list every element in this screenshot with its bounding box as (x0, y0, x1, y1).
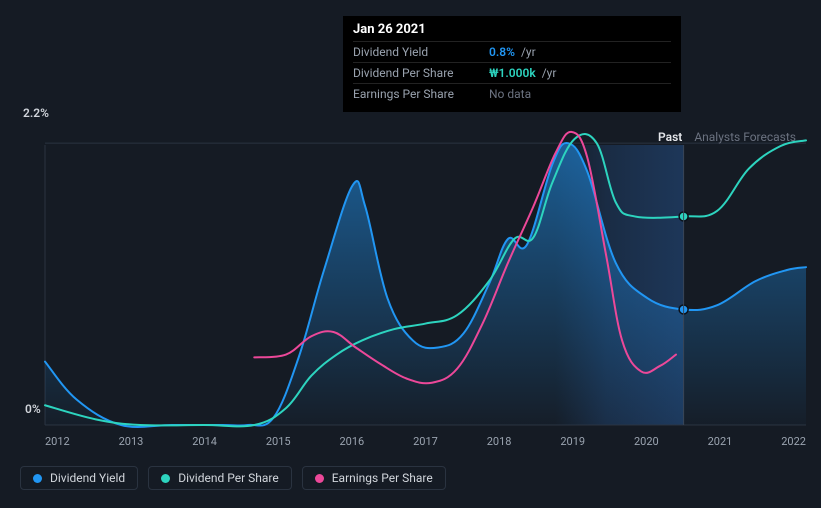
x-axis-tick: 2018 (487, 435, 512, 448)
tooltip-date: Jan 26 2021 (353, 22, 671, 41)
past-label: Past (658, 130, 682, 144)
legend-dot-icon (33, 474, 42, 483)
legend-item[interactable]: Dividend Yield (20, 466, 138, 490)
tooltip-metric-value: 0.8% (489, 45, 515, 59)
legend-item[interactable]: Dividend Per Share (148, 466, 292, 490)
x-axis-tick: 2019 (560, 435, 585, 448)
legend-label: Dividend Per Share (178, 471, 279, 485)
legend-label: Dividend Yield (50, 471, 125, 485)
forecast-label: Analysts Forecasts (694, 130, 796, 144)
x-axis-tick: 2012 (45, 435, 70, 448)
tooltip-metric-unit: /yr (521, 45, 536, 59)
chart-tooltip: Jan 26 2021 Dividend Yield0.8%/yrDividen… (343, 16, 681, 112)
tooltip-row: Earnings Per Share No data (353, 83, 671, 104)
tooltip-row: Dividend Yield 0.8% /yr (353, 41, 671, 62)
x-axis-tick: 2017 (413, 435, 438, 448)
legend-label: Earnings Per Share (332, 471, 433, 485)
legend-item[interactable]: Earnings Per Share (302, 466, 446, 490)
x-axis-tick: 2022 (781, 435, 806, 448)
tooltip-metric-label: Dividend Per Share (353, 66, 483, 80)
x-axis-tick: 2013 (119, 435, 144, 448)
tooltip-metric-label: Dividend Yield (353, 45, 483, 59)
x-axis-tick: 2021 (708, 435, 733, 448)
period-labels: Past Analysts Forecasts (658, 130, 796, 144)
x-axis-tick: 2016 (340, 435, 365, 448)
x-axis-tick: 2015 (266, 435, 291, 448)
x-axis-tick: 2020 (634, 435, 659, 448)
tooltip-metric-value: ₩1.000k (489, 66, 536, 80)
x-axis-tick: 2014 (192, 435, 217, 448)
x-axis: 2012 2013 2014 2015 2016 2017 2018 2019 2020 2021… (45, 435, 806, 448)
chart-legend: Dividend Yield Dividend Per Share Earnings… (20, 466, 446, 490)
legend-dot-icon (315, 474, 324, 483)
tooltip-metric-value: No data (489, 87, 531, 101)
tooltip-metric-label: Earnings Per Share (353, 87, 483, 101)
tooltip-metric-unit: /yr (542, 66, 557, 80)
legend-dot-icon (161, 474, 170, 483)
tooltip-row: Dividend Per Share ₩1.000k/yr (353, 62, 671, 83)
financial-chart: Jan 26 2021 Dividend Yield0.8%/yrDividen… (0, 0, 821, 508)
